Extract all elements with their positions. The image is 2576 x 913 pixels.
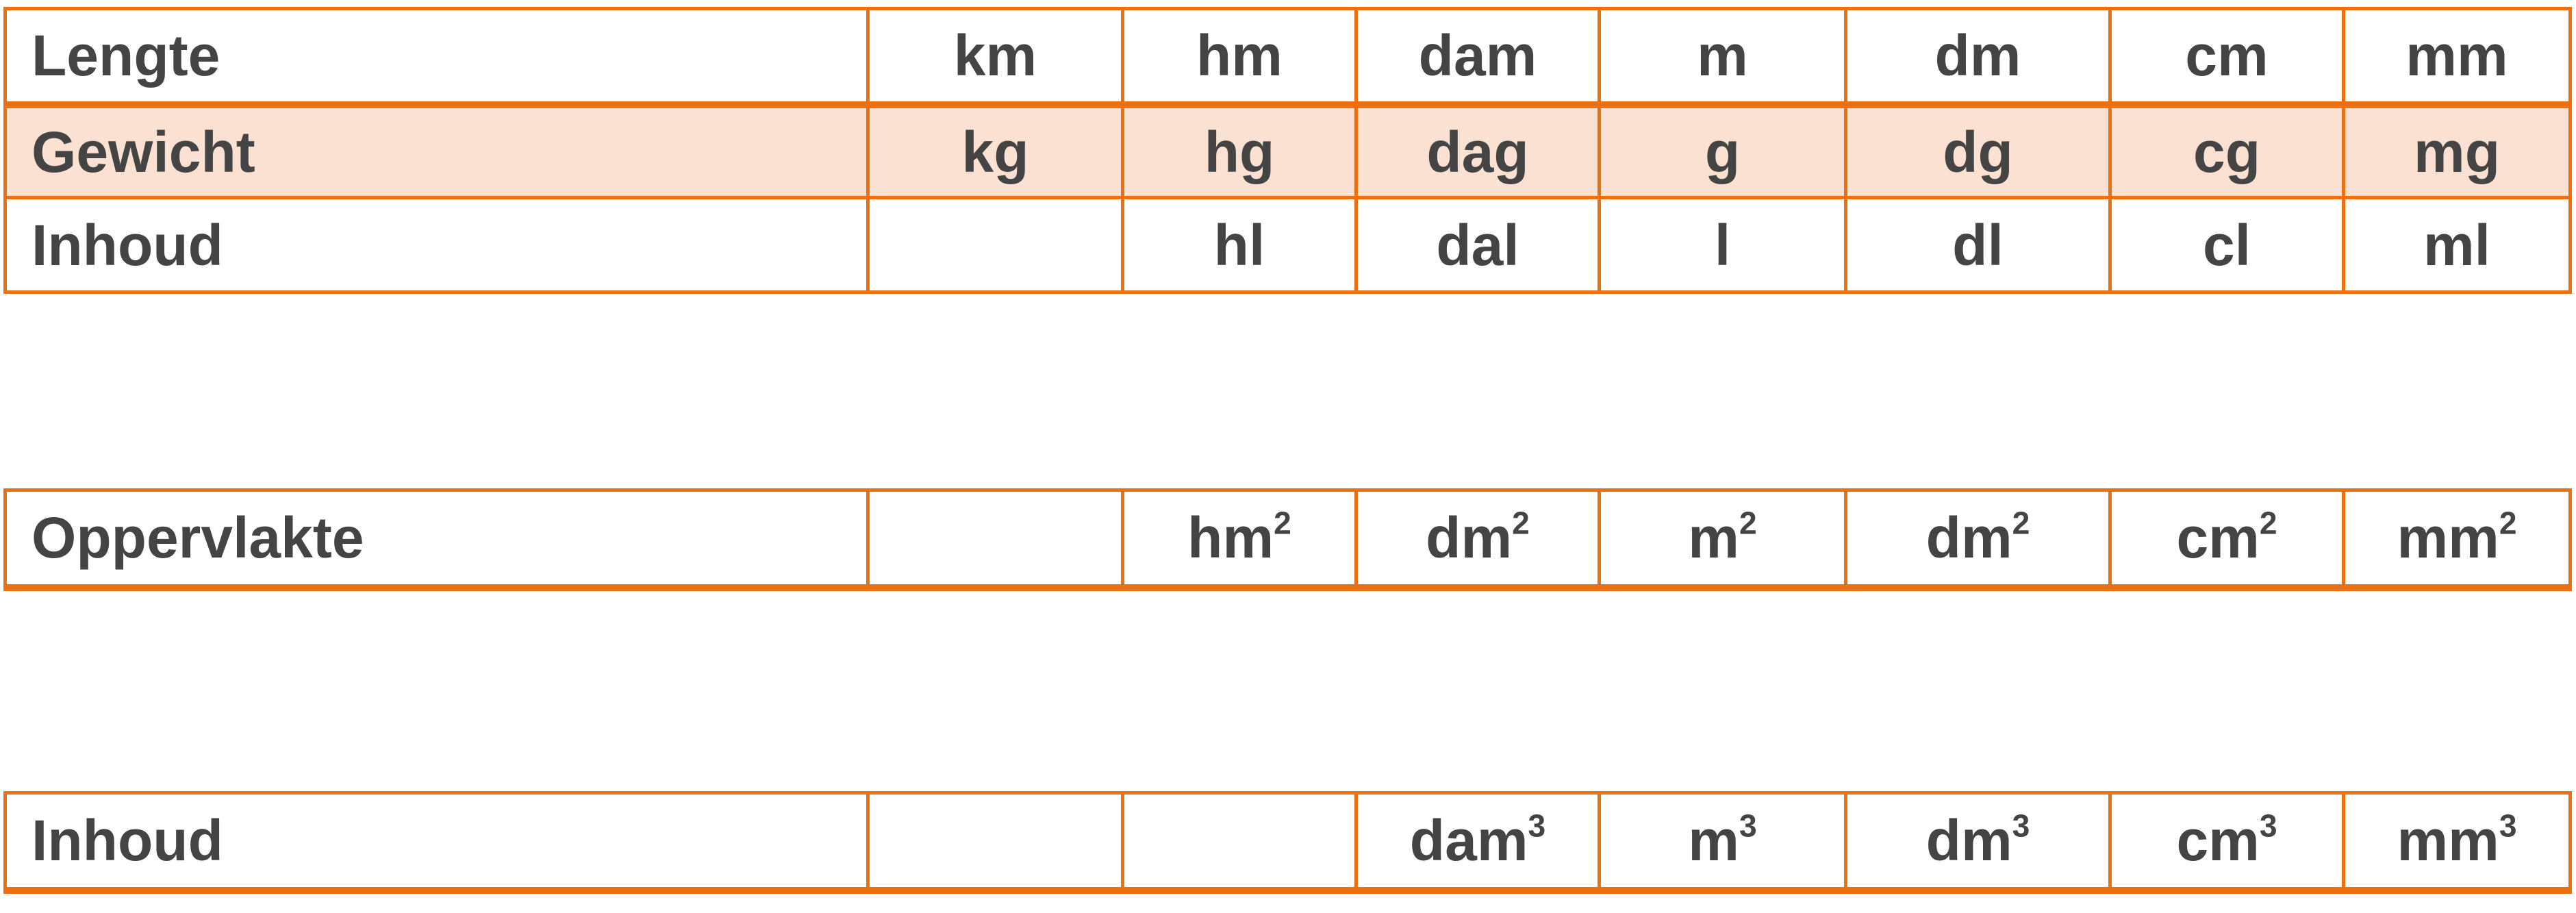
- row-gewicht: Gewicht kg hg dag g dg cg mg: [3, 103, 2572, 199]
- row-oppervlakte: Oppervlakte hm2 dm2 m2 dm2 cm2 mm2: [3, 488, 2572, 591]
- unit-cell: [866, 791, 1124, 894]
- unit-cell: dal: [1354, 196, 1601, 294]
- unit-cell: mm3: [2342, 791, 2572, 894]
- unit-cell: hm2: [1121, 488, 1358, 591]
- unit-cell: dam3: [1354, 791, 1601, 894]
- unit-cell: dm3: [1844, 791, 2112, 894]
- unit-cell: [866, 196, 1124, 294]
- row-label: Lengte: [3, 7, 870, 108]
- row-inhoud-cubic: Inhoud dam3 m3 dm3 cm3 mm3: [3, 791, 2572, 894]
- unit-cell: cm3: [2108, 791, 2345, 894]
- unit-cell: cm2: [2108, 488, 2345, 591]
- unit-cell: m: [1598, 7, 1847, 108]
- unit-cell: [866, 488, 1124, 591]
- unit-cell: kg: [866, 103, 1124, 199]
- unit-cell: dag: [1354, 103, 1601, 199]
- unit-cell: hm: [1121, 7, 1358, 108]
- unit-cell: dg: [1844, 103, 2112, 199]
- row-lengte: Lengte km hm dam m dm cm mm: [3, 7, 2572, 108]
- units-table-linear: Lengte km hm dam m dm cm mm Gewicht kg h…: [3, 7, 2572, 294]
- unit-cell: cl: [2108, 196, 2345, 294]
- unit-cell: [1121, 791, 1358, 894]
- unit-cell: m3: [1598, 791, 1847, 894]
- row-label: Inhoud: [3, 791, 870, 894]
- unit-cell: l: [1598, 196, 1847, 294]
- unit-cell: g: [1598, 103, 1847, 199]
- row-label: Oppervlakte: [3, 488, 870, 591]
- unit-cell: mm2: [2342, 488, 2572, 591]
- units-table-volume: Inhoud dam3 m3 dm3 cm3 mm3: [3, 791, 2572, 894]
- unit-cell: dm2: [1844, 488, 2112, 591]
- unit-cell: cm: [2108, 7, 2345, 108]
- row-label: Inhoud: [3, 196, 870, 294]
- unit-cell: hl: [1121, 196, 1358, 294]
- unit-cell: dam: [1354, 7, 1601, 108]
- unit-cell: hg: [1121, 103, 1358, 199]
- unit-cell: ml: [2342, 196, 2572, 294]
- unit-cell: dl: [1844, 196, 2112, 294]
- row-inhoud: Inhoud hl dal l dl cl ml: [3, 196, 2572, 294]
- units-table-area: Oppervlakte hm2 dm2 m2 dm2 cm2 mm2: [3, 488, 2572, 591]
- unit-cell: dm2: [1354, 488, 1601, 591]
- unit-cell: mm: [2342, 7, 2572, 108]
- unit-cell: km: [866, 7, 1124, 108]
- row-label: Gewicht: [3, 103, 870, 199]
- unit-cell: mg: [2342, 103, 2572, 199]
- unit-cell: m2: [1598, 488, 1847, 591]
- unit-cell: dm: [1844, 7, 2112, 108]
- unit-cell: cg: [2108, 103, 2345, 199]
